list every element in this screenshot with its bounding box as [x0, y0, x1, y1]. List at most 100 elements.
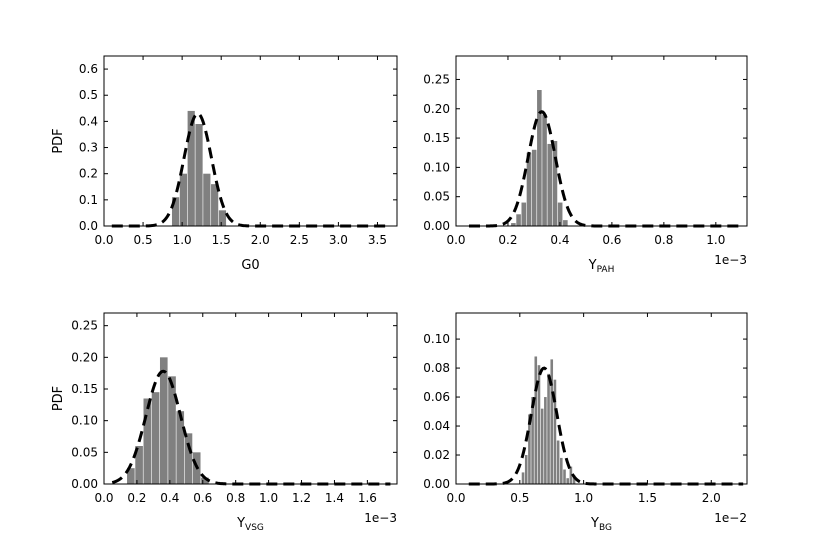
x-axis-label-subscript: BG	[599, 523, 612, 533]
fit-curve	[468, 366, 744, 486]
histogram-bar	[195, 124, 203, 226]
axes-frame	[455, 312, 748, 485]
y-tick-label: 0.00	[423, 477, 450, 491]
histogram-bar	[203, 173, 211, 226]
histogram-bar	[547, 143, 553, 226]
y-tick-label: 0.6	[79, 62, 98, 76]
histogram-bar	[552, 141, 558, 226]
histogram-bar	[526, 152, 532, 226]
x-tick-label: 1.0	[259, 491, 278, 505]
histogram-bar	[542, 114, 547, 226]
x-tick-label: 0.0	[446, 491, 465, 505]
y-tick-label: 0.2	[79, 167, 98, 181]
histogram-bar	[521, 472, 525, 484]
y-tick-label: 0.3	[79, 141, 98, 155]
x-tick-label: 3.5	[368, 233, 387, 247]
histogram-bar	[537, 365, 541, 484]
x-tick-label: 1.5	[638, 491, 657, 505]
x-axis-label: YVSG	[236, 516, 264, 533]
x-axis-label: YBG	[590, 516, 612, 533]
panel-y-bg: 0.0 0.5 1.0 1.5 2.0 0.00 0.02 0.04 0.06 0.08 0.10 Y…	[423, 312, 748, 533]
y-tick-label: 0.05	[423, 190, 450, 204]
histogram-bar	[550, 359, 554, 484]
histogram-bar	[211, 184, 219, 226]
histogram-bar	[159, 357, 168, 484]
histogram-bar	[218, 210, 227, 226]
x-tick-label: 1.0	[706, 233, 725, 247]
x-tick-label: 1.0	[173, 233, 192, 247]
y-tick-label: 0.10	[423, 332, 450, 346]
histogram-bar	[176, 411, 185, 484]
x-axis-label-subscript: VSG	[245, 523, 264, 533]
histogram-bar	[151, 392, 160, 484]
x-tick-label: 1.2	[292, 491, 311, 505]
y-tick-label: 0.20	[71, 350, 98, 364]
histogram-bar	[143, 398, 152, 484]
y-tick-label: 0.06	[423, 390, 450, 404]
histogram-bar	[572, 475, 576, 484]
y-tick-label: 0.15	[71, 382, 98, 396]
x-axis-label: YPAH	[588, 258, 615, 275]
x-tick-label: 0.4	[550, 233, 569, 247]
x-tick-label: 0.2	[498, 233, 517, 247]
x-tick-label: 3.0	[329, 233, 348, 247]
histogram-bar	[556, 440, 560, 484]
histogram-bar	[547, 373, 550, 484]
panel-g0: 0.0 0.5 1.0 1.5 2.0 2.5 3.0 3.5 0.0 0.1 0.2 0.3 0.4 0…	[51, 55, 398, 273]
y-tick-label: 0.20	[423, 102, 450, 116]
x-tick-label: 0.0	[94, 233, 113, 247]
histogram-bar	[563, 220, 568, 226]
histogram-bar	[171, 197, 180, 226]
x-tick-label: 0.4	[160, 491, 179, 505]
y-tick-label: 0.1	[79, 193, 98, 207]
x-tick-label: 1.5	[212, 233, 231, 247]
histogram-bar	[184, 433, 193, 484]
y-tick-label: 0.00	[71, 477, 98, 491]
y-tick-label: 0.5	[79, 88, 98, 102]
x-tick-label: 0.5	[510, 491, 529, 505]
axis-offset-label: 1e−3	[714, 253, 747, 267]
histogram-bar	[187, 110, 195, 226]
histogram-bar	[127, 468, 135, 484]
y-axis-label: PDF	[51, 386, 66, 411]
x-tick-label: 0.8	[654, 233, 673, 247]
x-tick-label: 2.0	[251, 233, 270, 247]
histogram-bar	[540, 408, 544, 484]
x-tick-label: 2.5	[290, 233, 309, 247]
histogram-bar	[511, 223, 516, 226]
histogram-bar	[537, 90, 542, 226]
histogram-bar	[569, 466, 573, 484]
y-tick-label: 0.02	[423, 448, 450, 462]
histogram-bar	[563, 469, 566, 484]
histogram-bar	[566, 478, 569, 484]
x-tick-label: 1.4	[325, 491, 344, 505]
x-axis-label-main: Y	[236, 516, 245, 531]
axes-frame	[103, 312, 398, 485]
x-axis-label-main: Y	[590, 516, 599, 531]
panel-y-vsg: 0.0 0.2 0.4 0.6 0.8 1.0 1.2 1.4 1.6 0.00 0.05 0.10 0…	[51, 312, 398, 533]
axis-offset-label: 1e−2	[714, 511, 747, 525]
histogram-bar	[524, 455, 528, 484]
x-axis-label-main: Y	[588, 258, 597, 273]
x-tick-label: 1.6	[358, 491, 377, 505]
y-tick-label: 0.10	[71, 414, 98, 428]
histogram-bar	[531, 149, 537, 226]
y-tick-label: 0.25	[423, 72, 450, 86]
histogram-bar	[528, 414, 531, 484]
histogram-bar	[560, 457, 563, 484]
x-tick-label: 0.6	[193, 491, 212, 505]
panel-y-pah: 0.0 0.2 0.4 0.6 0.8 1.0 0.00 0.05 0.10 0.15 0.20 0.…	[423, 55, 748, 275]
x-tick-label: 0.2	[127, 491, 146, 505]
x-tick-label: 1.0	[574, 491, 593, 505]
histogram-bar	[201, 477, 209, 484]
histogram-bar	[557, 202, 563, 226]
x-tick-label: 2.0	[702, 491, 721, 505]
y-tick-label: 0.08	[423, 361, 450, 375]
x-tick-label: 0.6	[602, 233, 621, 247]
y-tick-label: 0.05	[71, 445, 98, 459]
x-axis-label-main: G0	[241, 258, 259, 273]
histogram-bar	[168, 376, 176, 484]
histogram-bar	[544, 397, 547, 484]
x-tick-label: 0.0	[94, 491, 113, 505]
fit-curve	[111, 112, 390, 228]
